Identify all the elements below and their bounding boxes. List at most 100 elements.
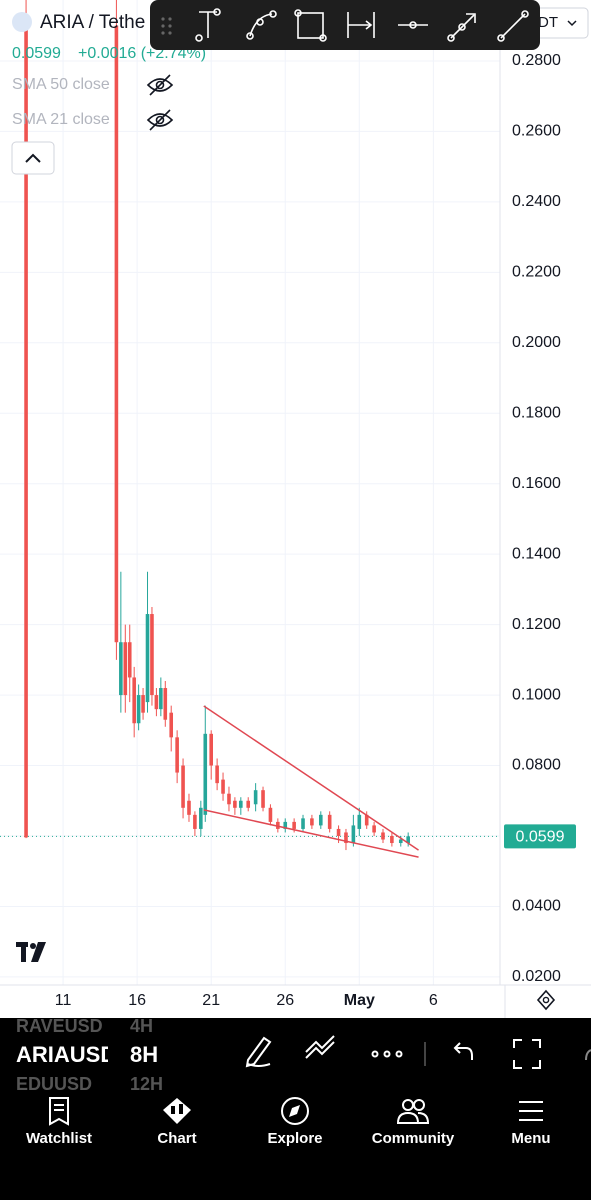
- nav-menu[interactable]: Menu: [472, 1090, 590, 1147]
- candle-body: [114, 25, 119, 643]
- nav-chart[interactable]: Chart: [118, 1090, 236, 1147]
- candle-body: [336, 828, 341, 836]
- y-tick-label: 0.2600: [512, 123, 561, 140]
- symbol-item[interactable]: RAVEUSD: [16, 1016, 103, 1036]
- nav-label: Watchlist: [25, 1130, 93, 1147]
- candle-body: [344, 832, 348, 844]
- indicator-label[interactable]: SMA 21 close: [12, 111, 110, 128]
- interval-item[interactable]: 12H: [130, 1074, 164, 1090]
- nav-icon: [519, 1101, 543, 1121]
- tool-trend-line[interactable]: [497, 10, 529, 42]
- bottom-panel: RAVEUSD 4H ARIAUSD 8H EDUUSD 12H Watchli…: [0, 1016, 591, 1200]
- nav-explore[interactable]: Explore: [236, 1090, 354, 1147]
- candle-body: [390, 835, 394, 844]
- candle-body: [283, 821, 288, 829]
- tool-price-range[interactable]: [195, 8, 221, 42]
- nav-label: Chart: [157, 1130, 197, 1147]
- candle-body: [301, 818, 305, 829]
- y-tick-label: 0.0800: [512, 757, 561, 774]
- nav-icon: [163, 1098, 191, 1124]
- candle-body: [357, 814, 362, 829]
- x-tick-label: 16: [128, 992, 146, 1009]
- x-tick-label: 11: [55, 992, 72, 1009]
- last-price: 0.0599: [12, 45, 61, 62]
- quote-text: DT: [538, 14, 558, 31]
- candle-body: [398, 839, 403, 844]
- candle-body: [154, 695, 159, 710]
- x-tick-label: 26: [276, 992, 294, 1009]
- candle-body: [181, 765, 185, 808]
- symbol-item[interactable]: EDUUSD: [16, 1074, 93, 1090]
- y-tick-label: 0.2800: [512, 52, 561, 69]
- y-tick-label: 0.1800: [512, 404, 561, 421]
- interval-item[interactable]: 8H: [130, 1042, 159, 1067]
- y-tick-label: 0.2200: [512, 264, 561, 281]
- fullscreen-button[interactable]: [513, 1039, 541, 1069]
- last-price-tag: [504, 824, 576, 849]
- nav-community[interactable]: Community: [354, 1090, 472, 1147]
- last-price-label: 0.0599: [516, 829, 565, 846]
- collapse-button[interactable]: [11, 141, 55, 175]
- candle-body: [253, 790, 258, 805]
- x-tick-label: 21: [202, 992, 220, 1009]
- candle-body: [193, 814, 197, 829]
- tool-arrow[interactable]: [447, 13, 476, 42]
- candle-body: [364, 814, 369, 826]
- draw-button[interactable]: [245, 1036, 272, 1068]
- y-tick-label: 0.2400: [512, 193, 561, 210]
- undo-button[interactable]: [453, 1042, 473, 1060]
- drawings-button[interactable]: [305, 1035, 335, 1059]
- nav-watchlist[interactable]: Watchlist: [0, 1090, 118, 1147]
- tv-logo: [16, 942, 46, 962]
- y-tick-label: 0.2000: [512, 334, 561, 351]
- candle-body: [209, 733, 213, 766]
- candle-body: [261, 790, 265, 808]
- plot-area: [24, 0, 419, 858]
- candle-body: [159, 688, 163, 710]
- y-tick-label: 0.0400: [512, 898, 561, 915]
- candle-body: [24, 25, 28, 838]
- nav-icon: [396, 1099, 430, 1124]
- nav-label: Explore: [267, 1130, 323, 1147]
- y-tick-label: 0.0200: [512, 968, 561, 985]
- candle-body: [127, 642, 132, 678]
- candle-body: [187, 800, 191, 815]
- candle-body: [163, 688, 168, 720]
- candle-body: [292, 821, 296, 829]
- nav-label: Menu: [511, 1130, 551, 1147]
- candle-body: [327, 814, 332, 829]
- candle-body: [246, 800, 251, 808]
- y-tick-label: 0.1000: [512, 686, 561, 703]
- symbol-name[interactable]: ARIA / Tethe: [40, 12, 145, 33]
- candle-body: [268, 807, 273, 822]
- trend-line: [203, 809, 419, 858]
- candle-body: [145, 614, 150, 703]
- visibility-icons[interactable]: [146, 74, 174, 131]
- nav-icon: [281, 1097, 309, 1125]
- y-tick-label: 0.1600: [512, 475, 561, 492]
- candle-body: [227, 793, 231, 805]
- y-tick-label: 0.1400: [512, 545, 561, 562]
- candle-body: [239, 800, 243, 808]
- tool-horizontal-line[interactable]: [398, 21, 428, 29]
- candle-body: [169, 712, 174, 738]
- candle-body: [406, 836, 410, 844]
- more-button[interactable]: [371, 1050, 403, 1058]
- indicator-label[interactable]: SMA 50 close: [12, 76, 110, 93]
- settings-button[interactable]: [536, 989, 556, 1011]
- candle-body: [276, 821, 280, 829]
- axis-labels: 0.2800 0.2600 0.2400 0.2200 0.2000 0.1800 0.16…: [55, 52, 576, 1009]
- grid: [0, 0, 500, 985]
- candle-body: [150, 614, 154, 696]
- trend-line: [203, 705, 419, 851]
- tool-rectangle[interactable]: [294, 9, 327, 42]
- y-tick-label: 0.1200: [512, 616, 561, 633]
- tool-curve[interactable]: [246, 10, 277, 40]
- symbol-item[interactable]: ARIAUSD: [16, 1042, 108, 1067]
- tool-date-range[interactable]: [347, 12, 375, 38]
- candle-body: [221, 779, 225, 794]
- nav-label: Community: [371, 1130, 455, 1147]
- interval-item[interactable]: 4H: [130, 1016, 154, 1036]
- candle-body: [215, 765, 219, 784]
